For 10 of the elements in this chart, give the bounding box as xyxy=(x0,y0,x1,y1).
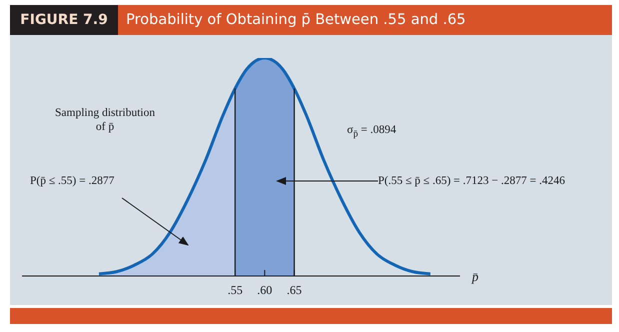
chart-subtitle: FIGURE 7.9 xyxy=(10,5,118,35)
x-tick-label: .55 xyxy=(228,283,243,297)
x-axis-title: p̄ xyxy=(471,269,479,284)
annotation: σ$_{p̄}$ = .0894 xyxy=(347,123,398,142)
annotation: Sampling distribution of p̄ xyxy=(54,106,156,134)
x-tick-label: .65 xyxy=(286,283,302,297)
annotation: P(.55 ≤ p̄ ≤ .65) = .7123 − .2877 = .4246 xyxy=(378,174,566,188)
x-tick-label: .60 xyxy=(257,283,272,297)
chart-title: Probability of Obtaining p̄ Between .55 and .65 xyxy=(118,5,612,35)
annotation: P(p̄ ≤ .55) = .2877 xyxy=(30,174,116,188)
